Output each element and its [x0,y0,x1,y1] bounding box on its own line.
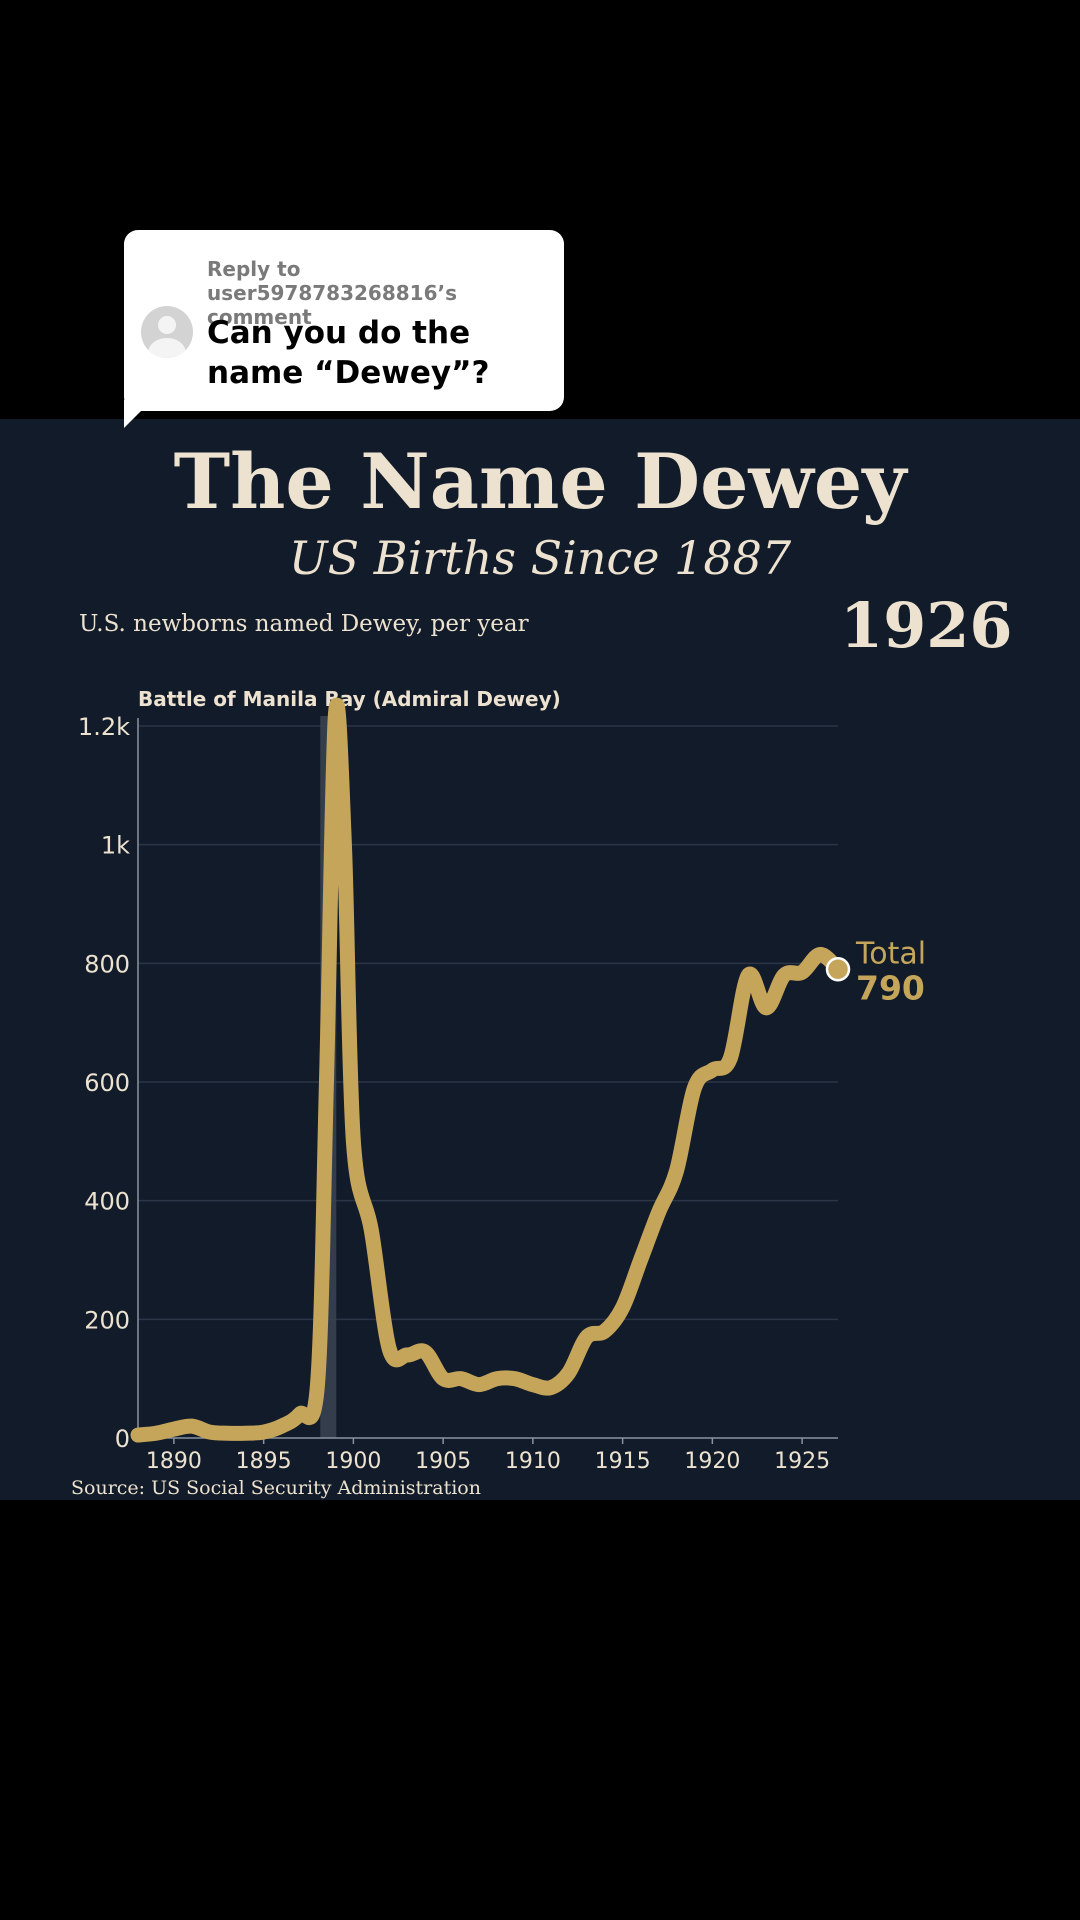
y-tick-label: 400 [84,1188,130,1216]
series-line [130,697,846,1443]
current-year-counter: 1926 [840,589,1013,662]
avatar-body-shape [148,338,186,358]
comment-text: Can you do the name “Dewey”? [207,315,490,391]
y-tick-label: 800 [84,950,130,978]
x-tick-label: 1905 [415,1449,471,1474]
avatar-head-shape [158,316,176,334]
y-tick-label: 1k [101,832,130,860]
avatar [141,306,193,358]
reply-label: Reply to user5978783268816’s comment [207,257,457,329]
annotation-label: Battle of Manila Bay (Admiral Dewey) [138,687,561,711]
end-label-title: Total [855,936,926,971]
x-tick-label: 1890 [146,1449,202,1474]
y-tick-label: 1.2k [78,713,130,741]
x-tick-label: 1900 [325,1449,381,1474]
chart-description: U.S. newborns named Dewey, per year [79,611,529,637]
series-end-point [825,957,851,982]
x-tick-label: 1895 [236,1449,292,1474]
source-note: Source: US Social Security Administratio… [71,1477,481,1499]
x-tick-label: 1920 [684,1449,740,1474]
x-tick-label: 1910 [505,1449,561,1474]
y-tick-label: 0 [115,1425,130,1453]
y-tick-label: 200 [84,1306,130,1334]
page-subtitle: US Births Since 1887 [288,531,792,585]
x-tick-label: 1915 [595,1449,651,1474]
reply-comment-bubble[interactable]: Reply to user5978783268816’s comment Can… [124,230,564,411]
page-title: The Name Dewey [173,437,907,526]
y-tick-label: 600 [84,1069,130,1097]
end-label-value: 790 [856,968,925,1007]
x-tick-label: 1925 [774,1449,830,1474]
